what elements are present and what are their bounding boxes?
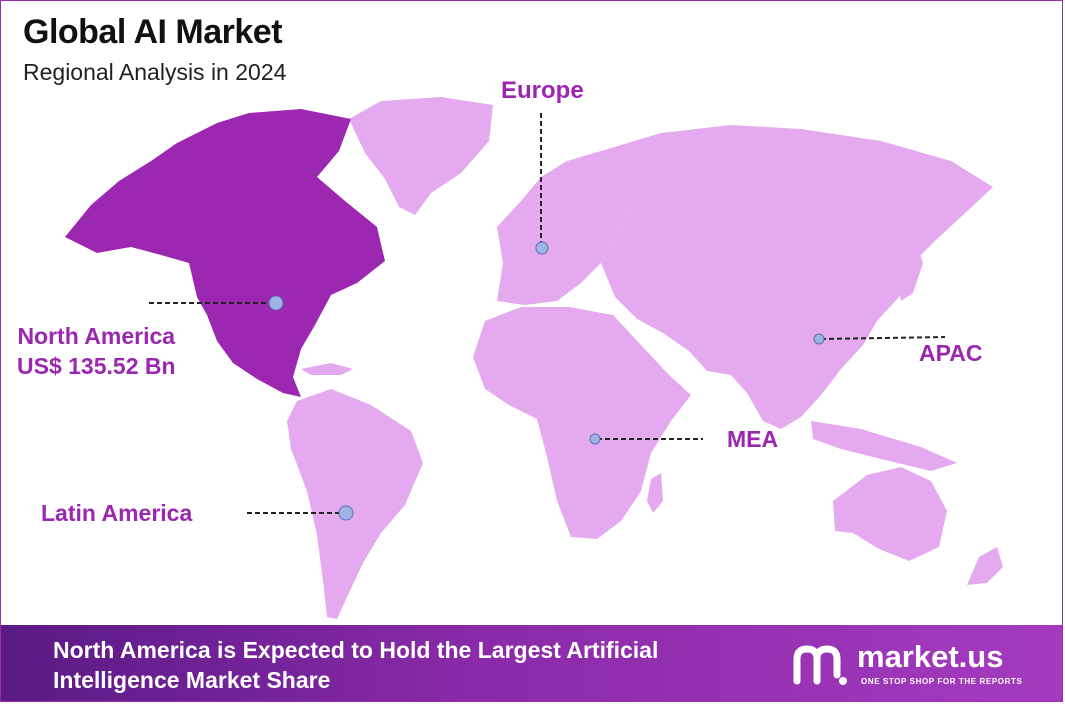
footer-caption: North America is Expected to Hold the La… [53,635,773,695]
label-mea: MEA [727,426,779,452]
map-new-zealand [967,547,1003,585]
map-greenland [349,97,493,215]
brand-logo: market.us ONE STOP SHOP FOR THE REPORTS [791,639,1051,693]
footer-line-1: North America is Expected to Hold the La… [53,637,659,663]
page-subtitle: Regional Analysis in 2024 [23,59,287,85]
brand-tagline: ONE STOP SHOP FOR THE REPORTS [861,677,1023,686]
marker-europe [535,241,549,255]
map-europe [497,151,631,305]
map-madagascar [647,473,663,513]
map-se-asia-islands [811,421,957,471]
brand-mark-icon [793,645,847,685]
label-latin-america: Latin America [41,500,193,526]
marker-latin-america [338,505,354,521]
label-north-america-value: US$ 135.52 Bn [17,353,176,379]
page-title: Global AI Market [23,13,283,51]
footer-banner: North America is Expected to Hold the La… [1,625,1062,701]
world-map [65,97,1003,619]
label-north-america-name: North America [17,323,176,349]
footer-line-2: Intelligence Market Share [53,667,331,693]
map-asia [601,125,993,429]
label-north-america: North America US$ 135.52 Bn [17,321,176,381]
map-north-america [65,109,385,397]
label-apac: APAC [919,340,983,366]
marker-mea [589,433,601,445]
map-south-america [287,389,423,619]
map-caribbean [301,363,353,375]
marker-north-america [268,295,284,311]
label-europe: Europe [501,77,584,104]
marker-apac [813,333,825,345]
map-africa [473,307,691,539]
leader-apac [820,336,946,340]
map-japan [897,239,923,301]
brand-name: market.us [857,639,1004,674]
map-australia [833,467,947,561]
